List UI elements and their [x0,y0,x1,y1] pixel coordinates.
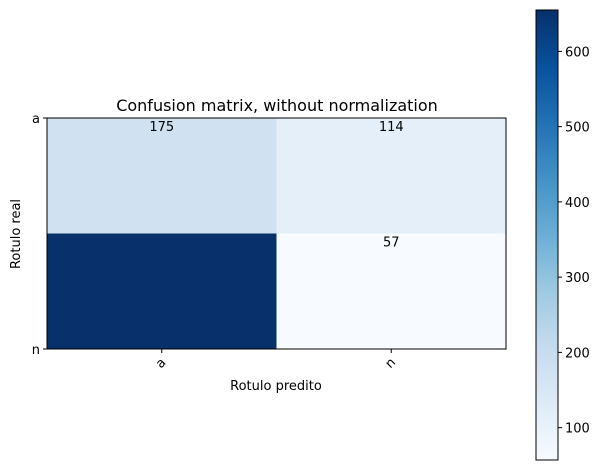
cell-value-label: 175 [149,120,174,135]
x-tick-label-n: n [383,355,399,371]
x-axis-label: Rotulo predito [230,379,322,394]
colorbar-tick-label: 600 [565,45,590,60]
colorbar-tick-label: 300 [565,271,590,286]
matrix-cell-a-a [47,118,277,234]
colorbar-tick-label: 100 [565,422,590,437]
cell-value-label: 114 [379,120,404,135]
y-axis-ticks: an [32,112,47,358]
matrix-cell-n-a [47,233,277,349]
cell-value-label: 57 [383,236,400,251]
matrix-cell-n-n [276,233,506,349]
matrix-cell-a-n [276,118,506,234]
chart-title: Confusion matrix, without normalization [116,96,438,115]
plot-frame [46,117,507,350]
x-tick-label-a: a [153,355,169,371]
colorbar [535,9,559,461]
colorbar-tick-label: 500 [565,121,590,136]
y-axis-label: Rotulo real [9,199,24,269]
y-tick-label-n: n [32,343,40,358]
y-tick-label-a: a [32,112,40,127]
matrix-cells [47,118,506,349]
colorbar-tick-label: 400 [565,196,590,211]
colorbar-tick-label: 200 [565,346,590,361]
colorbar-ticks: 100 200 300 400 500 600 [558,45,590,437]
matrix-cell-labels: 175 114 57 [149,120,403,251]
